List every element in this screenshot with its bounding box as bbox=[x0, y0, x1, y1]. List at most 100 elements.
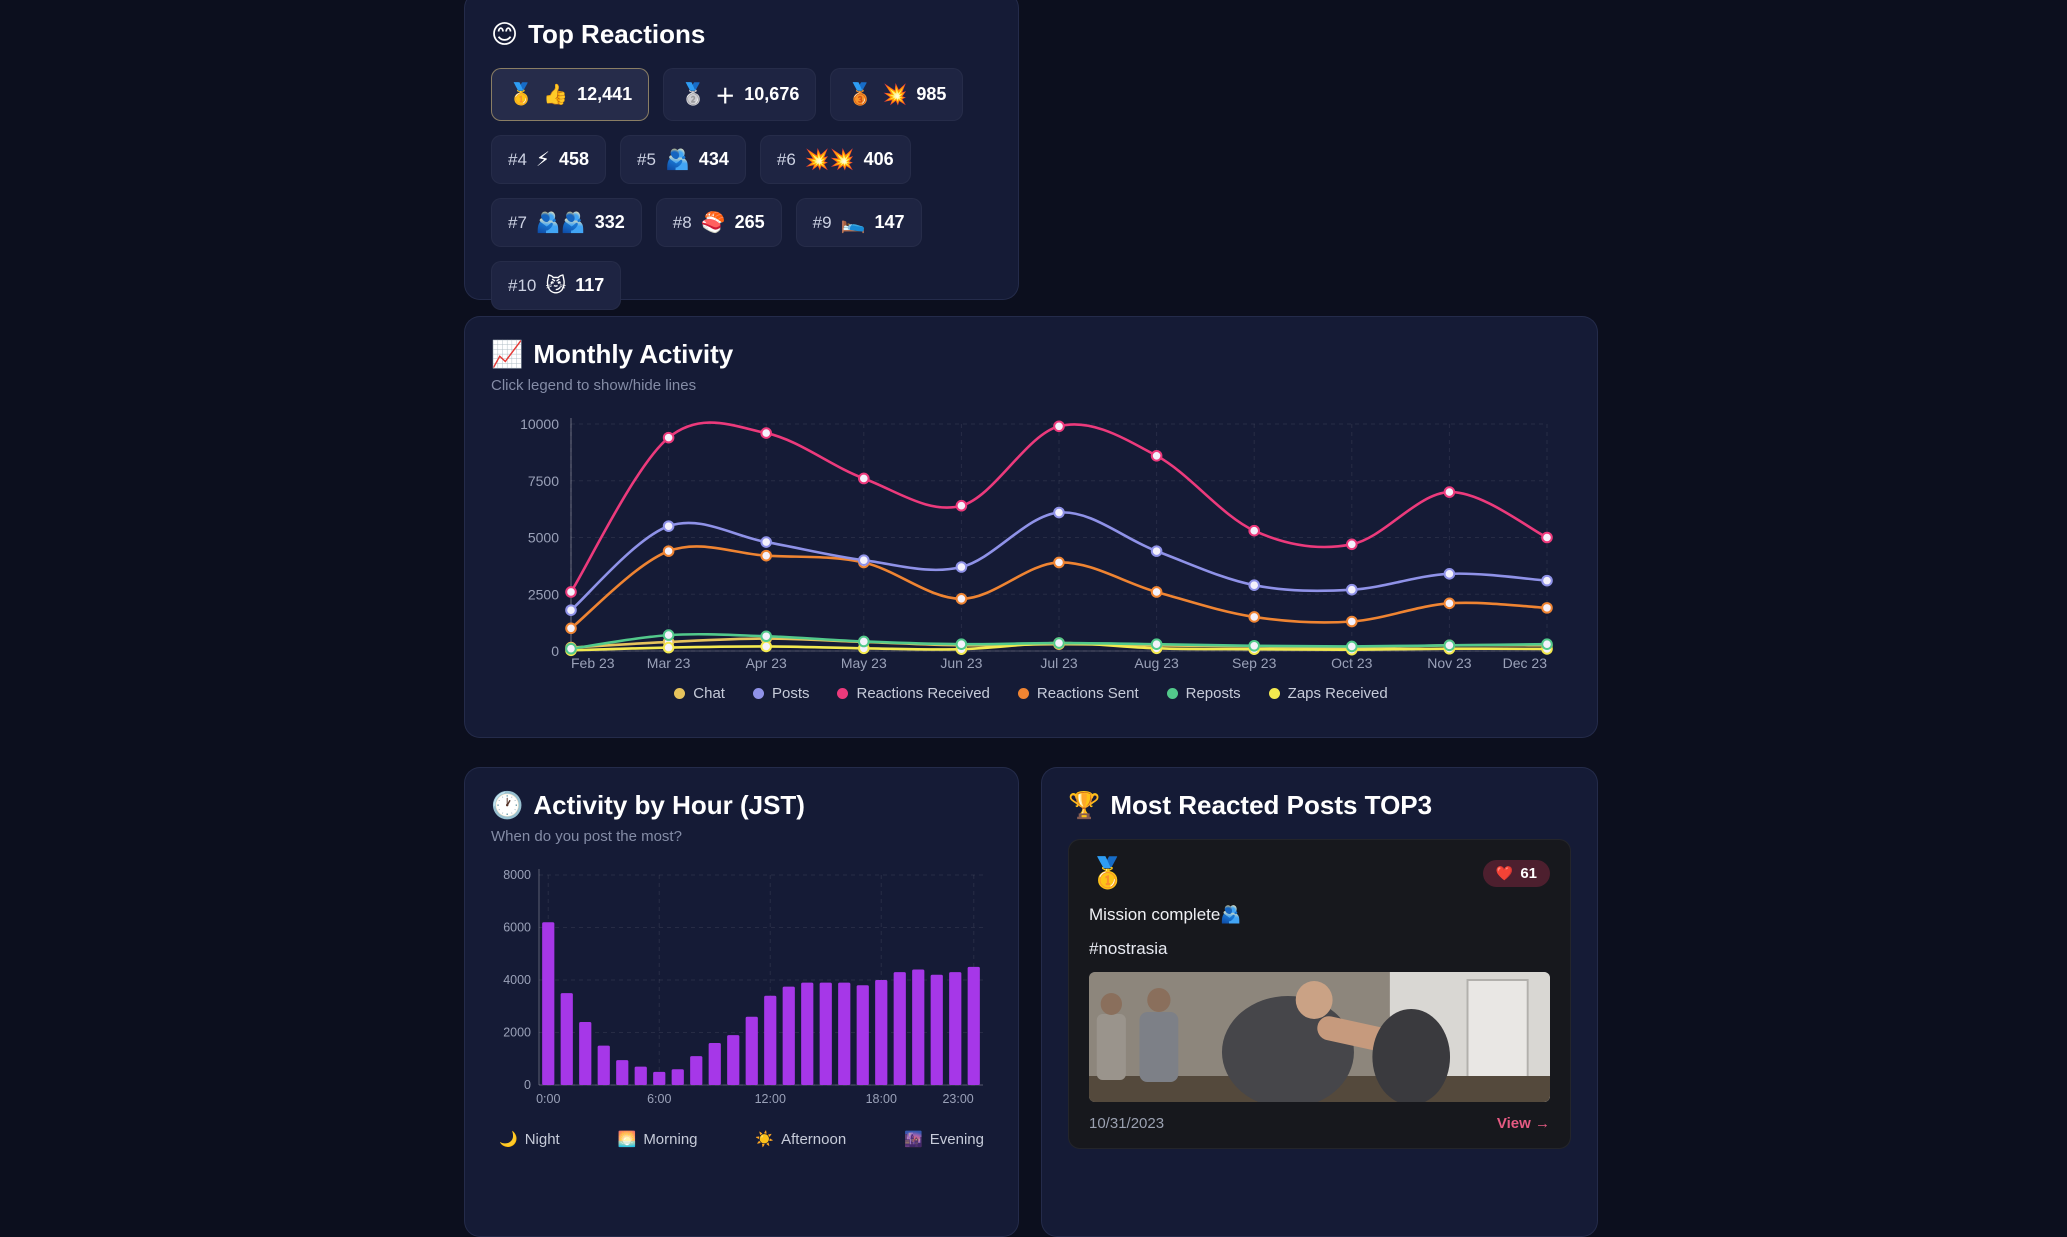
reaction-pill-5: #5 🫂 434 bbox=[620, 135, 746, 184]
hour-bar-22-00 bbox=[949, 972, 962, 1085]
svg-text:Sep 23: Sep 23 bbox=[1232, 655, 1277, 671]
hour-bar-20-00 bbox=[912, 969, 925, 1085]
svg-text:Mar 23: Mar 23 bbox=[647, 655, 691, 671]
svg-text:Jun 23: Jun 23 bbox=[940, 655, 982, 671]
rank-label: #4 bbox=[508, 149, 527, 169]
legend-item-chat[interactable]: Chat bbox=[674, 685, 725, 702]
reaction-count: 458 bbox=[558, 149, 590, 169]
legend-dot-icon bbox=[674, 688, 686, 699]
hourly-activity-subtitle: When do you post the most? bbox=[491, 828, 682, 845]
legend-label: Chat bbox=[693, 685, 725, 702]
hour-bar-12-00 bbox=[764, 995, 777, 1085]
most-reacted-posts-card: 🏆 Most Reacted Posts TOP3 🥇 ❤️ 61 Missio… bbox=[1041, 767, 1598, 1237]
svg-text:7500: 7500 bbox=[528, 473, 559, 489]
top-reactions-card: 😊 Top Reactions 🥇 👍 12,441 🥈 ＋ 10,676 🥉 💥 985 #4 ⚡… bbox=[464, 0, 1019, 310]
svg-text:Feb 23: Feb 23 bbox=[571, 655, 615, 671]
monthly-activity-subtitle: Click legend to show/hide lines bbox=[491, 377, 697, 394]
svg-text:Aug 23: Aug 23 bbox=[1134, 655, 1179, 671]
hour-bar-2-00 bbox=[579, 1022, 592, 1085]
hour-bar-21-00 bbox=[930, 974, 943, 1085]
reaction-pill-2: 🥈 ＋ 10,676 bbox=[663, 68, 817, 121]
reaction-emoji: 💥 bbox=[882, 84, 908, 106]
legend-item-reactions-sent[interactable]: Reactions Sent bbox=[1017, 685, 1139, 702]
reaction-count: 10,676 bbox=[744, 84, 800, 104]
hour-bar-1-00 bbox=[560, 993, 573, 1085]
hour-bar-8-00 bbox=[690, 1056, 703, 1085]
hourly-activity-bar-chart: 0 2000 4000 6000 8000 0:00 6:00 12:00 18:00 23:00 bbox=[503, 868, 983, 1106]
smiley-icon: 😊 bbox=[491, 19, 519, 49]
trophy-icon: 🏆 bbox=[1068, 790, 1101, 820]
svg-text:8000: 8000 bbox=[503, 868, 531, 882]
monthly-activity-card: 📈 Monthly Activity Click legend to show/… bbox=[464, 316, 1598, 738]
hour-legend-label: Evening bbox=[929, 1130, 984, 1148]
hour-bar-18-00 bbox=[875, 980, 888, 1085]
reaction-emoji: ＋ bbox=[715, 86, 736, 108]
legend-item-reactions-received[interactable]: Reactions Received bbox=[837, 685, 990, 702]
hour-legend-item-afternoon: ☀️ Afternoon bbox=[755, 1130, 846, 1149]
hour-bar-11-00 bbox=[745, 1016, 758, 1085]
legend-item-reposts[interactable]: Reposts bbox=[1166, 685, 1241, 702]
legend-item-posts[interactable]: Posts bbox=[752, 685, 809, 702]
reaction-emoji: 🫂 bbox=[664, 149, 690, 171]
reaction-pill-10: #10 😼 117 bbox=[491, 261, 622, 310]
svg-text:Apr 23: Apr 23 bbox=[746, 655, 787, 671]
reaction-count-badge: ❤️ 61 bbox=[1482, 860, 1550, 887]
hour-bar-3-00 bbox=[597, 1045, 610, 1085]
chart-increasing-icon: 📈 bbox=[491, 339, 524, 369]
hour-legend-item-night: 🌙 Night bbox=[499, 1130, 560, 1149]
svg-text:2500: 2500 bbox=[528, 586, 559, 602]
legend-label: Reactions Received bbox=[856, 685, 990, 702]
top-post-1[interactable]: 🥇 ❤️ 61 Mission complete🫂 #nostrasia bbox=[1068, 839, 1571, 1149]
reaction-count: 147 bbox=[874, 212, 905, 232]
medal-icon: 🥉 bbox=[847, 82, 874, 106]
reaction-count: 985 bbox=[916, 84, 947, 104]
reaction-count: 406 bbox=[863, 149, 894, 169]
legend-label: Reposts bbox=[1185, 685, 1241, 702]
gold-medal-icon: 🥇 bbox=[1089, 857, 1127, 890]
post-text: Mission complete🫂 bbox=[1089, 905, 1242, 924]
monthly-chart-legend: Chat Posts Reactions Received Reactions Sen… bbox=[491, 685, 1571, 702]
reaction-pill-1: 🥇 👍 12,441 bbox=[491, 68, 650, 121]
rank-label: #8 bbox=[672, 212, 692, 232]
reaction-count: 332 bbox=[594, 212, 625, 232]
svg-text:2000: 2000 bbox=[503, 1026, 531, 1040]
reaction-pill-4: #4 ⚡ 458 bbox=[491, 135, 607, 184]
reaction-emoji: 👍 bbox=[543, 84, 569, 106]
hour-bar-17-00 bbox=[856, 985, 869, 1085]
reaction-pill-9: #9 🛌 147 bbox=[795, 198, 922, 247]
hour-bar-4-00 bbox=[616, 1060, 629, 1085]
hour-bar-14-00 bbox=[801, 982, 814, 1085]
post-hashtag: #nostrasia bbox=[1089, 939, 1168, 958]
top-reactions-title-text: Top Reactions bbox=[528, 19, 706, 49]
hour-bar-9-00 bbox=[708, 1043, 721, 1085]
svg-text:Jul 23: Jul 23 bbox=[1040, 655, 1078, 671]
rank-label: #6 bbox=[776, 149, 796, 169]
hourly-activity-title: 🕐 Activity by Hour (JST) bbox=[491, 790, 992, 821]
reaction-emoji: 😼 bbox=[545, 275, 567, 297]
svg-text:Dec 23: Dec 23 bbox=[1503, 655, 1548, 671]
legend-dot-icon bbox=[1166, 688, 1178, 699]
post-photo bbox=[1089, 972, 1550, 1102]
svg-text:6:00: 6:00 bbox=[647, 1092, 671, 1106]
hourly-activity-title-text: Activity by Hour (JST) bbox=[533, 790, 805, 820]
hour-legend-label: Night bbox=[524, 1130, 560, 1148]
evening-icon: 🌆 bbox=[904, 1131, 923, 1148]
reaction-count: 12,441 bbox=[577, 84, 633, 104]
hour-bar-13-00 bbox=[782, 986, 795, 1085]
reaction-pill-list: 🥇 👍 12,441 🥈 ＋ 10,676 🥉 💥 985 #4 ⚡ 458 #5 🫂 434 #6 💥💥 406… bbox=[491, 68, 992, 310]
monthly-activity-title: 📈 Monthly Activity bbox=[491, 339, 1571, 370]
legend-item-zaps-received[interactable]: Zaps Received bbox=[1268, 685, 1388, 702]
hour-bar-7-00 bbox=[671, 1069, 684, 1085]
medal-icon: 🥇 bbox=[508, 82, 535, 106]
reaction-emoji: 🍣 bbox=[700, 212, 726, 234]
reaction-emoji: 🫂🫂 bbox=[535, 212, 586, 234]
reaction-count: 434 bbox=[698, 149, 729, 169]
post-view-link[interactable]: View → bbox=[1496, 1115, 1550, 1132]
reaction-pill-7: #7 🫂🫂 332 bbox=[491, 198, 642, 247]
svg-text:5000: 5000 bbox=[528, 530, 559, 546]
svg-text:May 23: May 23 bbox=[841, 655, 887, 671]
reaction-emoji: 🛌 bbox=[840, 212, 866, 234]
monthly-activity-title-text: Monthly Activity bbox=[533, 339, 734, 369]
heart-icon: ❤️ bbox=[1495, 865, 1514, 881]
hour-bar-0-00 bbox=[542, 922, 555, 1085]
